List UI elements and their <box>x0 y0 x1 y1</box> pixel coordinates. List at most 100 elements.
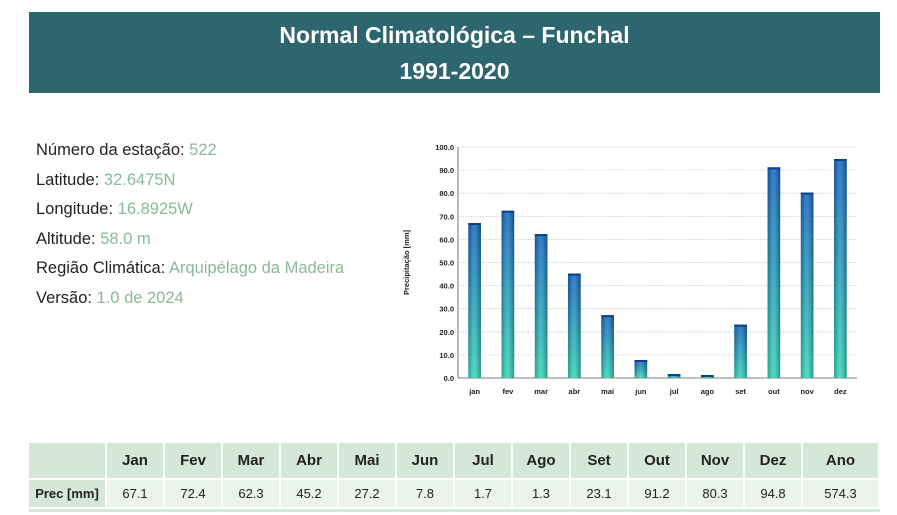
y-tick-label: 100.0 <box>435 143 454 152</box>
bar-shading <box>734 324 747 378</box>
latitude-label: Latitude: <box>36 170 104 189</box>
table-cell: 94.8 <box>745 480 803 507</box>
table-cell: 23.1 <box>571 480 629 507</box>
bar-cap <box>468 222 481 225</box>
table-row-label: Prec [mm] <box>29 480 107 507</box>
x-tick-label: ago <box>701 387 715 396</box>
table-cell: 62.3 <box>223 480 281 507</box>
table-header-cell: Ano <box>803 443 878 478</box>
latitude-value: 32.6475N <box>103 170 176 189</box>
station-number-label: Número da estação: <box>36 141 190 159</box>
y-tick-label: 60.0 <box>439 235 454 244</box>
y-tick-label: 80.0 <box>439 189 454 198</box>
x-tick-label: fev <box>502 387 514 396</box>
longitude-label: Longitude: <box>36 200 118 218</box>
bar-cap <box>767 167 781 170</box>
x-tick-label: abr <box>569 387 581 396</box>
table-header-cell: Mai <box>339 443 397 478</box>
bar-cap <box>800 192 814 195</box>
table-header-cell: Dez <box>745 443 803 478</box>
y-tick-label: 50.0 <box>439 259 454 268</box>
latitude-row: Latitude: 32.6475N <box>36 166 344 196</box>
page-header: Normal Climatológica – Funchal 1991-2020 <box>29 12 880 93</box>
bar-cap <box>701 374 714 377</box>
x-tick-label: out <box>768 387 780 396</box>
bar-cap <box>634 359 648 362</box>
table-header-cell: Jul <box>455 443 513 478</box>
version-label: Versão: <box>36 288 97 307</box>
bar-cap <box>734 324 747 327</box>
climate-region-value: Arquipélago da Madeira <box>168 259 345 277</box>
x-tick-label: jul <box>669 387 679 396</box>
bar-shading <box>601 315 614 378</box>
table-corner-cell <box>29 443 107 478</box>
bar-shading <box>634 359 648 378</box>
altitude-row: Altitude: 58.0 m <box>36 225 344 255</box>
bar-shading <box>800 192 814 378</box>
bar-shading <box>568 273 581 378</box>
x-tick-label: jan <box>468 387 480 396</box>
y-tick-label: 70.0 <box>439 212 454 221</box>
y-tick-label: 40.0 <box>439 282 454 291</box>
longitude-row: Longitude: 16.8925W <box>36 195 344 225</box>
version-row: Versão: 1.0 de 2024 <box>36 284 344 314</box>
table-cell: 574.3 <box>803 480 878 507</box>
climate-region-label: Região Climática: <box>36 259 169 277</box>
table-row: Prec [mm] 67.1 72.4 62.3 45.2 27.2 7.8 1.7 1.3 23… <box>29 480 880 507</box>
bar-cap <box>568 273 581 276</box>
version-value: 1.0 de 2024 <box>96 288 184 307</box>
bar-cap <box>667 374 681 377</box>
x-tick-label: mar <box>534 387 548 396</box>
station-number-value: 522 <box>189 141 217 159</box>
period-title: 1991-2020 <box>399 58 510 84</box>
table-header-cell: Jan <box>107 443 165 478</box>
table-cell: 7.8 <box>397 480 455 507</box>
table-header-cell: Abr <box>281 443 339 478</box>
table-cell: 1.3 <box>513 480 571 507</box>
y-tick-label: 0.0 <box>444 374 454 383</box>
y-tick-label: 10.0 <box>439 351 454 360</box>
table-header-cell: Nov <box>687 443 745 478</box>
x-tick-label: dez <box>834 387 847 396</box>
bar-shading <box>767 167 781 378</box>
altitude-value: 58.0 m <box>100 229 151 248</box>
y-tick-label: 20.0 <box>439 328 454 337</box>
bar-cap <box>534 234 548 237</box>
table-cell: 27.2 <box>339 480 397 507</box>
bar-shading <box>534 234 548 378</box>
bar-cap <box>601 315 614 318</box>
precipitation-table: Jan Fev Mar Abr Mai Jun Jul Ago Set Out Nov Dez Ano … <box>29 443 880 507</box>
page-title: Normal Climatológica – Funchal <box>279 22 630 48</box>
x-tick-label: jun <box>634 387 647 396</box>
table-cell: 80.3 <box>687 480 745 507</box>
table-header-cell: Out <box>629 443 687 478</box>
table-header-cell: Mar <box>223 443 281 478</box>
y-tick-label: 90.0 <box>439 166 454 175</box>
table-cell: 45.2 <box>281 480 339 507</box>
bar-shading <box>501 210 515 378</box>
table-header-row: Jan Fev Mar Abr Mai Jun Jul Ago Set Out Nov Dez Ano <box>29 443 880 478</box>
x-tick-label: mai <box>601 387 614 396</box>
altitude-label: Altitude: <box>36 229 101 248</box>
x-tick-label: set <box>735 387 746 396</box>
bar-shading <box>834 159 847 378</box>
table-cell: 67.1 <box>107 480 165 507</box>
table-header-cell: Fev <box>165 443 223 478</box>
table-header-cell: Ago <box>513 443 571 478</box>
table-header-cell: Jun <box>397 443 455 478</box>
table-cell: 91.2 <box>629 480 687 507</box>
station-info: Número da estação: 522 Latitude: 32.6475… <box>36 136 344 313</box>
longitude-value: 16.8925W <box>117 200 193 218</box>
climate-region-row: Região Climática: Arquipélago da Madeira <box>36 254 344 284</box>
precipitation-chart: 0.0 10.0 20.0 30.0 40.0 50.0 60.0 70.0 80.0 90.0 1… <box>402 143 857 396</box>
table-cell: 72.4 <box>165 480 223 507</box>
station-number-row: Número da estação: 522 <box>36 136 344 166</box>
x-tick-label: nov <box>800 387 814 396</box>
bar-shading <box>468 222 481 378</box>
table-bottom-divider <box>29 509 880 512</box>
table-header-cell: Set <box>571 443 629 478</box>
bar-cap <box>834 159 847 162</box>
table-cell: 1.7 <box>455 480 513 507</box>
y-tick-label: 30.0 <box>439 305 454 314</box>
y-axis-label: Precipitação [mm] <box>402 229 411 295</box>
